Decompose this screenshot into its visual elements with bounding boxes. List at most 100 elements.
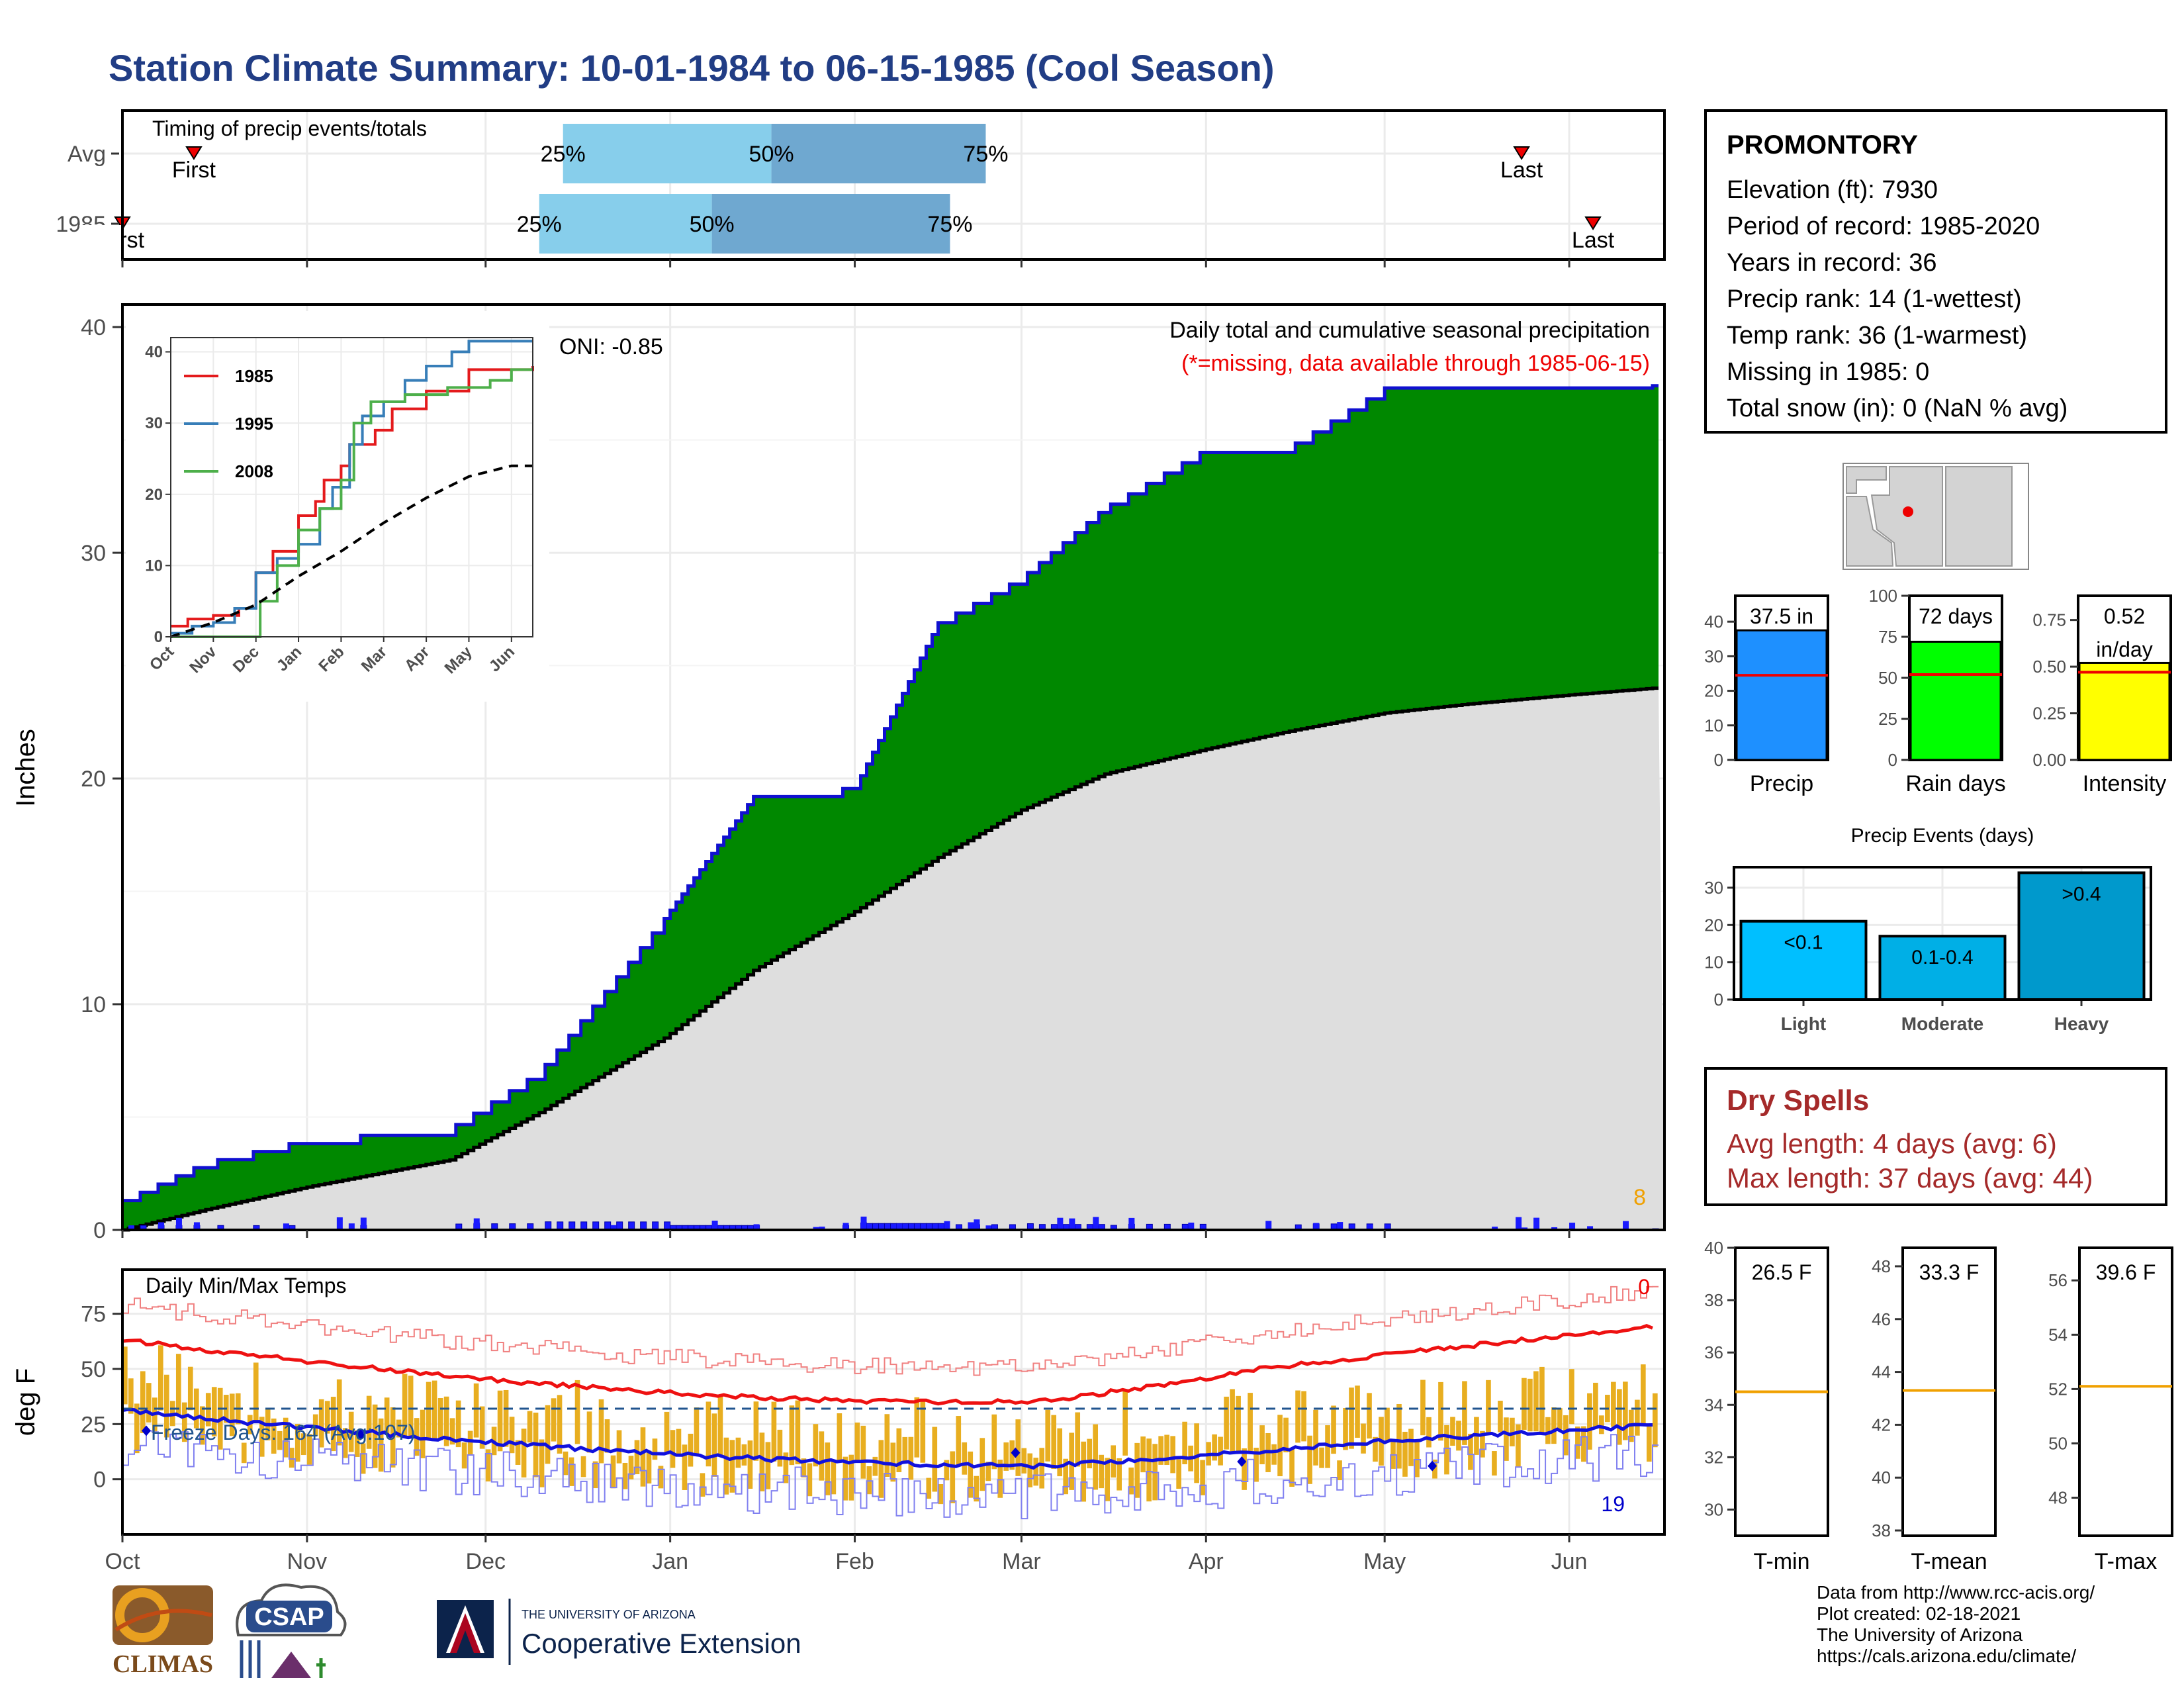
temp-y-tick-label: 50 (81, 1357, 106, 1382)
daily-temp-bar (259, 1417, 265, 1457)
daily-temp-bar (765, 1442, 771, 1489)
timing-panel-border (121, 109, 1666, 261)
csap-logo-text: CSAP (254, 1603, 324, 1631)
station-temp-rank: Temp rank: 36 (1-warmest) (1727, 322, 2028, 350)
daily-temp-bar (944, 1460, 950, 1481)
daily-temp-bar (694, 1407, 700, 1455)
daily-temp-bar (902, 1436, 908, 1461)
daily-precip-bar (711, 1220, 718, 1230)
daily-temp-bar (1468, 1433, 1473, 1470)
daily-temp-bar (646, 1450, 652, 1484)
climas-logo: CLIMAS (113, 1585, 213, 1678)
daily-temp-bar (723, 1437, 729, 1495)
daily-temp-bar (878, 1440, 884, 1498)
precip-events-bar (1739, 919, 1868, 1002)
timing-p25-label: 25% (541, 142, 586, 167)
daily-temp-bar (789, 1405, 795, 1466)
daily-temp-bar (616, 1430, 622, 1464)
daily-temp-bar (831, 1460, 837, 1495)
daily-temp-bar (485, 1449, 491, 1481)
daily-temp-bar (1373, 1436, 1378, 1462)
csap-badge (246, 1601, 332, 1632)
bar-panel-y-tick-label: 0.25 (2032, 704, 2066, 724)
temp-summary-y-tick-label: 54 (2048, 1325, 2068, 1344)
inset-legend-label: 1995 (235, 414, 273, 434)
precip-events-title: Precip Events (days) (1851, 825, 2034, 847)
daily-precip-bar (1313, 1223, 1320, 1230)
daily-temp-bar (1194, 1423, 1199, 1483)
record-low-count: 19 (1601, 1492, 1625, 1516)
daily-temp-bar (741, 1444, 747, 1466)
daily-precip-bar (1069, 1218, 1075, 1230)
bar-panel-y-tick-label: 10 (1704, 716, 1723, 735)
precip-events-y-tick-label: 10 (1704, 953, 1723, 972)
daily-temp-bar (1355, 1385, 1360, 1438)
daily-temp-bar (866, 1466, 872, 1495)
daily-temp-bar (122, 1346, 128, 1405)
missing-data-label: (*=missing, data available through 1985-… (1181, 351, 1650, 376)
svg-text:Cooperative Extension: Cooperative Extension (522, 1628, 801, 1659)
temp-summary-value-label: 39.6 F (2096, 1260, 2156, 1284)
daily-temp-bar (187, 1366, 193, 1411)
daily-temp-bar (735, 1437, 741, 1468)
daily-temp-bar (1623, 1382, 1628, 1440)
timing-row-label: Avg (68, 142, 106, 167)
daily-temp-bar (1426, 1417, 1432, 1448)
station-name: PROMONTORY (1727, 130, 1918, 160)
inset-series-line (171, 368, 533, 638)
daily-temp-bar (1361, 1423, 1366, 1454)
daily-temp-bar (1063, 1458, 1069, 1495)
daily-temp-bar (670, 1430, 676, 1468)
bar-panel-y-tick-label: 0 (1714, 750, 1723, 770)
temp-summary-y-tick-label: 42 (1872, 1415, 1891, 1434)
climas-logo-text: CLIMAS (113, 1650, 213, 1678)
daily-temp-bar (461, 1442, 467, 1469)
daily-temp-bar (1647, 1425, 1652, 1462)
daily-temp-bar (1283, 1417, 1289, 1452)
daily-temp-bar (134, 1403, 140, 1454)
daily-temp-bar (1456, 1421, 1461, 1451)
daily-temp-bar (324, 1401, 330, 1434)
daily-temp-bar (140, 1371, 146, 1433)
daily-temp-bar (1402, 1431, 1408, 1477)
daily-temp-bar (1599, 1415, 1604, 1434)
daily-precip-bar (128, 1225, 134, 1230)
csap-rain-icon (240, 1640, 261, 1678)
daily-precip-bar (1093, 1217, 1099, 1230)
main-panel-border (121, 303, 1666, 1231)
month-tick-label: Oct (105, 1549, 140, 1574)
daily-precip-bar (1623, 1221, 1629, 1230)
precip-events-bar (1878, 935, 2007, 1001)
precip-events-category: Heavy (2054, 1013, 2109, 1034)
daily-temp-bar (146, 1383, 152, 1423)
bar-panel-value-label: 37.5 in (1750, 604, 1813, 628)
daily-temp-bar (1635, 1399, 1640, 1436)
map-state-ca (1846, 466, 1887, 494)
first-event-marker (185, 146, 203, 160)
daily-temp-bar (1450, 1417, 1455, 1446)
bar-panel-value-label: 0.52 (2104, 604, 2145, 628)
last-event-label: Last (1572, 228, 1615, 253)
daily-precip-bar (1057, 1217, 1064, 1230)
month-tick-label: May (1363, 1549, 1406, 1574)
temp-y-tick-label: 75 (81, 1302, 106, 1327)
daily-temp-bar (181, 1402, 187, 1442)
daily-precip-bar (813, 1227, 819, 1230)
bar-panel-y-tick-label: 75 (1878, 627, 1897, 647)
daily-temp-bar (473, 1383, 479, 1438)
daily-temp-bar (777, 1429, 783, 1467)
temp-summary-name: T-mean (1911, 1549, 1987, 1574)
daily-temp-bar (1533, 1371, 1539, 1432)
bar-panel-y-tick-label: 0.50 (2032, 657, 2066, 677)
credits-block: Data from http://www.rcc-acis.org/ Plot … (1817, 1582, 2095, 1667)
daily-temp-bar (914, 1397, 920, 1458)
bar-panel-y-tick-label: 25 (1878, 709, 1897, 729)
temp-summary-y-tick-label: 46 (1872, 1309, 1891, 1329)
daily-temp-bar (1343, 1407, 1348, 1450)
daily-precip-bar (360, 1217, 367, 1230)
daily-temp-bar (1438, 1382, 1443, 1441)
bar-panel-y-tick-label: 100 (1869, 586, 1897, 606)
daily-precip-bar (158, 1222, 164, 1230)
inset-series-line (171, 340, 533, 635)
daily-temp-bar (1242, 1448, 1247, 1490)
